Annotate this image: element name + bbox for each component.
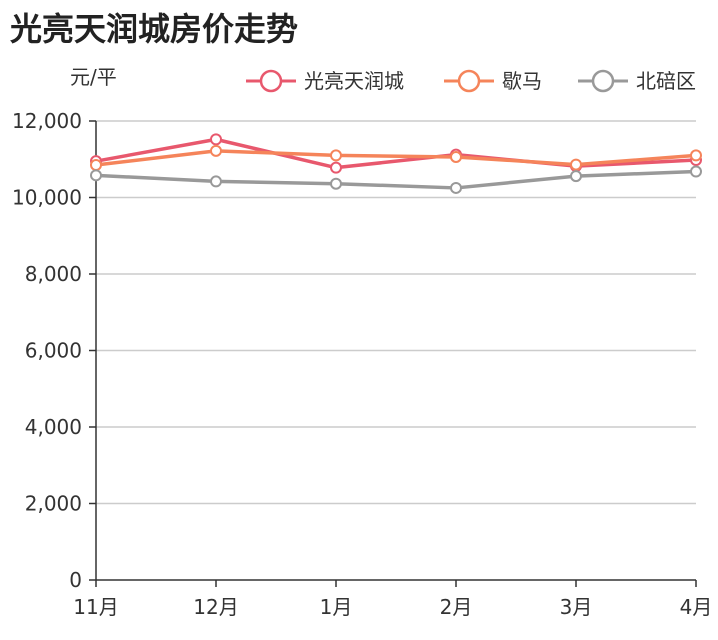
x-tick-label: 4月 [680,595,713,619]
legend-label: 歇马 [502,69,542,93]
y-tick-label: 0 [69,568,82,592]
series-point[interactable] [690,149,702,162]
legend-label: 北碚区 [636,69,696,93]
legend: 光亮天润城 歇马 北碚区 [246,69,696,93]
y-axis-unit: 元/平 [70,65,117,89]
series-point[interactable] [210,144,222,157]
x-tick-label: 2月 [440,595,473,619]
legend-marker [457,69,481,93]
y-tick-label: 2,000 [25,492,82,516]
series-lines [95,137,697,190]
x-tick-label: 12月 [193,595,238,619]
axes [95,121,697,587]
y-tick-label: 8,000 [25,262,82,286]
y-tick-labels: 0 2,000 4,000 6,000 8,000 10,000 12,000 [12,109,82,592]
series-point[interactable] [330,149,342,162]
legend-marker [591,69,615,93]
x-tick-label: 1月 [320,595,353,619]
series-point[interactable] [450,150,462,163]
legend-item-0[interactable]: 光亮天润城 [246,69,404,93]
series-point[interactable] [330,161,342,174]
series-line-0 [95,137,697,170]
series-point[interactable] [210,175,222,188]
series-line-1 [95,149,697,167]
series-point[interactable] [90,169,102,182]
x-tick-label: 3月 [560,595,593,619]
series-points [90,133,702,194]
series-point[interactable] [330,177,342,190]
x-tick-labels: 11月 12月 1月 2月 3月 4月 [73,595,712,619]
y-tick-label: 4,000 [25,415,82,439]
series-point[interactable] [90,158,102,171]
grid-lines [89,120,696,581]
series-point[interactable] [450,181,462,194]
legend-item-1[interactable]: 歇马 [444,69,542,93]
x-tick-label: 11月 [73,595,118,619]
y-tick-label: 12,000 [12,109,82,133]
series-point[interactable] [690,165,702,178]
legend-marker [259,69,283,93]
series-point[interactable] [570,158,582,171]
series-point[interactable] [570,170,582,183]
series-point[interactable] [210,133,222,146]
legend-item-2[interactable]: 北碚区 [578,69,696,93]
y-tick-label: 6,000 [25,339,82,363]
series-line-2 [95,169,697,190]
y-tick-label: 10,000 [12,186,82,210]
legend-label: 光亮天润城 [304,69,404,93]
chart-title: 光亮天润城房价走势 [10,10,299,48]
